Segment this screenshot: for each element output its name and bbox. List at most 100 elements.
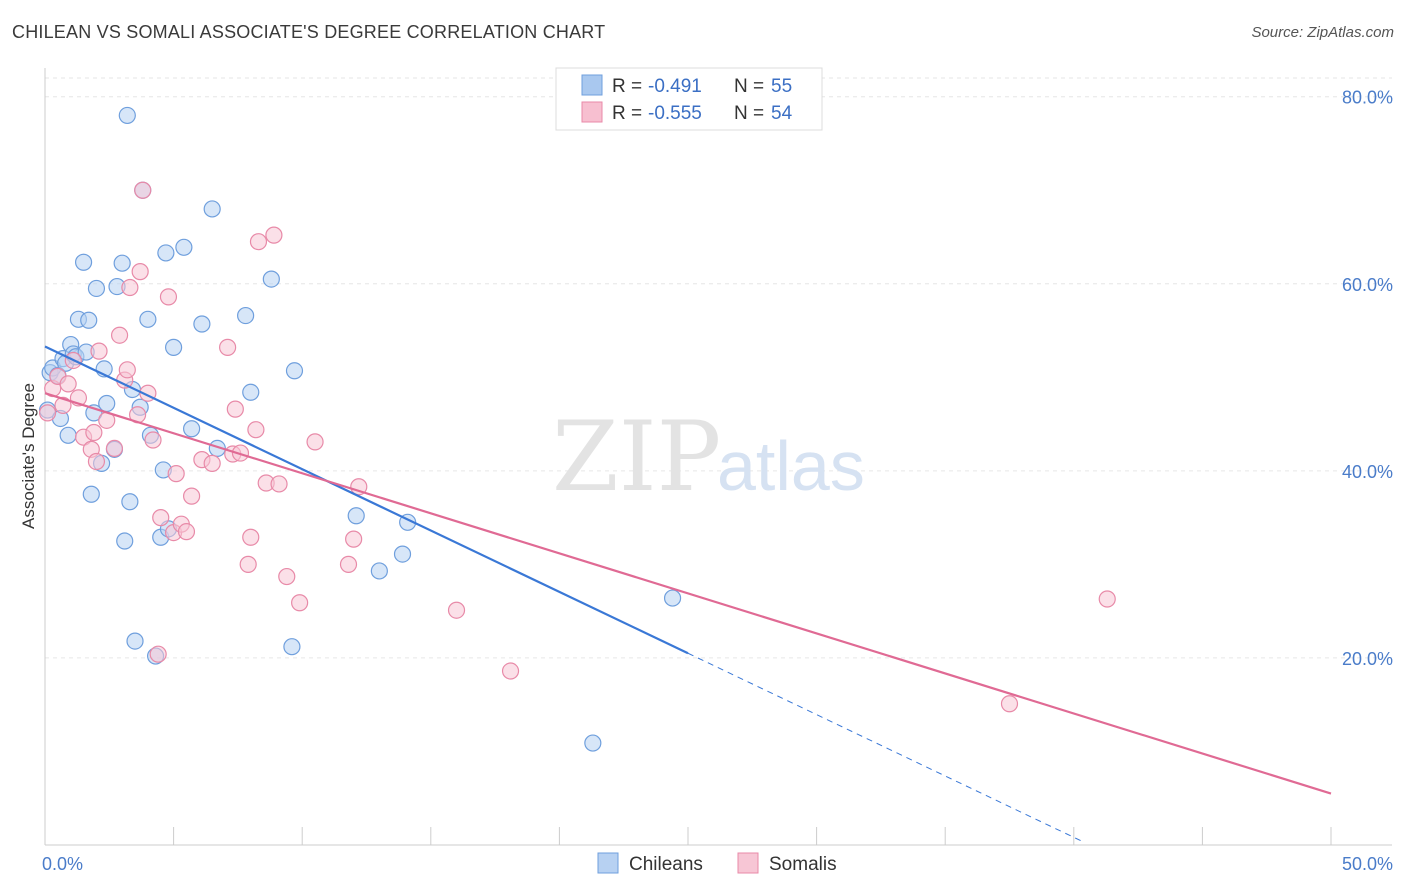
legend-n-value: 55	[771, 76, 792, 97]
somali-point	[149, 645, 167, 663]
chilean-point	[87, 279, 106, 298]
somali-point	[159, 288, 178, 306]
somali-point	[270, 475, 288, 493]
chilean-point	[175, 238, 193, 256]
somali-point	[105, 439, 124, 458]
chilean-point	[59, 426, 77, 444]
chilean-point	[183, 420, 201, 438]
chilean-point	[98, 394, 116, 413]
x-tick-label: 0.0%	[42, 854, 83, 874]
y-tick-label: 60.0%	[1342, 275, 1393, 295]
somali-point	[239, 555, 257, 573]
chilean-trend-line	[44, 345, 689, 655]
somali-point	[131, 263, 149, 281]
somali-point	[203, 454, 221, 472]
series-legend-swatch	[597, 852, 619, 874]
somali-point	[121, 278, 139, 297]
somali-point	[345, 530, 363, 548]
chilean-point	[203, 200, 221, 218]
correlation-legend: R = -0.491 N = 55 R = -0.555 N = 54	[555, 67, 823, 131]
chart-source: Source: ZipAtlas.com	[1251, 24, 1394, 41]
chilean-point	[113, 254, 131, 272]
somali-point	[183, 487, 201, 505]
series-legend: Chileans Somalis	[597, 852, 837, 875]
chilean-point	[193, 315, 211, 333]
somali-point	[85, 423, 103, 442]
somali-point	[177, 523, 196, 541]
axes	[44, 68, 1392, 846]
chilean-point	[663, 589, 682, 607]
somali-point	[265, 226, 283, 244]
legend-n-label: N =	[734, 103, 764, 124]
legend-swatch	[581, 101, 603, 123]
chilean-point	[283, 638, 301, 656]
chilean-point	[347, 507, 365, 525]
chilean-point	[262, 270, 280, 288]
legend-n-label: N =	[734, 76, 764, 97]
legend-r-label: R =	[612, 103, 642, 124]
somali-point	[144, 431, 162, 449]
chilean-point	[118, 106, 136, 125]
y-axis-label: Associate's Degree	[19, 383, 38, 529]
somali-point	[54, 396, 72, 414]
chilean-point	[82, 485, 100, 503]
somali-point	[242, 528, 260, 546]
legend-swatch	[581, 74, 603, 96]
legend-r-value: -0.491	[648, 76, 702, 97]
chilean-point	[242, 383, 260, 401]
trend-lines	[44, 345, 1332, 842]
chilean-point	[370, 562, 388, 580]
legend-r-label: R =	[612, 76, 642, 97]
chilean-point	[237, 306, 255, 325]
chilean-point	[584, 734, 602, 752]
chilean-point	[285, 362, 304, 380]
somali-point	[90, 342, 108, 360]
somali-point	[278, 567, 296, 586]
somali-point	[249, 233, 268, 251]
chart-title: CHILEAN VS SOMALI ASSOCIATE'S DEGREE COR…	[12, 22, 606, 42]
somali-point	[291, 594, 309, 612]
somali-point	[87, 452, 106, 471]
chilean-point	[157, 244, 175, 262]
watermark: ZIP atlas	[552, 401, 865, 513]
legend-r-value: -0.555	[648, 103, 702, 124]
somali-trend-line	[44, 392, 1332, 795]
somali-point	[38, 404, 57, 422]
somali-point	[219, 338, 237, 356]
somali-point	[167, 465, 185, 483]
chilean-point	[393, 545, 412, 563]
chilean-point	[126, 632, 144, 650]
somali-point	[501, 662, 520, 680]
somali-point	[134, 181, 152, 199]
somali-point	[306, 433, 324, 451]
chilean-trend-extension	[687, 652, 1082, 842]
series-legend-label: Somalis	[769, 854, 837, 875]
y-tick-label: 80.0%	[1342, 88, 1393, 108]
somali-point	[1098, 590, 1116, 608]
series-legend-swatch	[737, 852, 759, 874]
chilean-point	[139, 310, 157, 328]
chilean-point	[165, 338, 183, 356]
somali-point	[59, 375, 77, 393]
chilean-point	[116, 532, 134, 550]
somali-point	[226, 400, 244, 418]
x-tick-labels: 0.0% 50.0%	[42, 854, 1393, 874]
series-legend-label: Chileans	[629, 854, 703, 875]
somali-point	[339, 555, 358, 573]
y-tick-label: 20.0%	[1342, 649, 1393, 669]
y-tick-label: 40.0%	[1342, 462, 1393, 482]
chilean-point	[74, 253, 93, 271]
somali-point	[1000, 695, 1019, 713]
somali-point	[152, 509, 170, 527]
watermark-atlas: atlas	[717, 427, 865, 505]
y-tick-labels: 20.0% 40.0% 60.0% 80.0%	[1342, 88, 1393, 669]
watermark-zip: ZIP	[552, 401, 721, 513]
somali-point	[110, 326, 129, 344]
chilean-point	[121, 493, 139, 511]
chilean-point	[80, 311, 98, 329]
legend-n-value: 54	[771, 103, 793, 124]
somali-point	[247, 421, 265, 439]
x-tick-label: 50.0%	[1342, 854, 1393, 874]
somali-point	[447, 601, 466, 619]
